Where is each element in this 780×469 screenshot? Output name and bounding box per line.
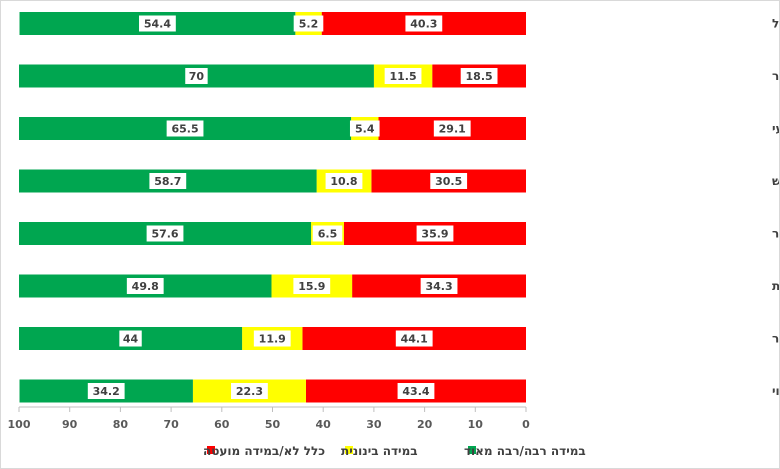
legend-label-0: כלל לא/במידה מועטה [203,444,325,458]
data-label-medium-5: 15.9 [298,280,325,293]
legend-swatch-1 [345,446,353,454]
x-axis-ticks: 100 90 80 70 60 50 40 30 20 10 0 [8,407,530,431]
data-label-box [185,68,208,84]
category-label-0: אני מרוצה מתוצאות הטיפול [772,17,780,31]
x-tick-label: 40 [316,418,332,431]
data-label-box [349,120,380,137]
legend-swatch-2 [468,446,476,454]
category-label-2: הליך קבלת התלונה היה מקצועי [772,122,780,136]
data-label-low-6: 44.1 [401,333,428,346]
data-label-box [420,278,458,294]
data-label-box [293,278,331,294]
category-label-6: משך הבירור היה סביר [772,332,780,346]
data-label-box [166,120,204,137]
x-tick-label: 20 [417,418,433,431]
data-label-box [312,225,343,242]
data-label-box [139,15,176,32]
data-label-box [397,383,435,399]
data-label-low-2: 29.1 [439,123,466,136]
x-tick-label: 100 [8,418,31,431]
data-label-medium-0: 5.2 [299,18,319,31]
x-tick-label: 80 [113,418,129,431]
data-label-box [325,173,363,189]
category-label-5: אמליץ למישהו/י אחר/ת באותו מצב לפנות לנצ… [772,279,780,293]
data-label-low-7: 43.4 [402,385,429,398]
data-label-box [87,383,125,399]
x-tick-label: 10 [468,418,484,431]
data-label-high-6: 44 [123,333,139,346]
x-tick-label: 0 [522,418,530,431]
data-label-low-4: 35.9 [421,228,448,241]
data-label-box [149,173,187,189]
data-label-box [395,330,433,347]
data-label-high-1: 70 [189,70,205,83]
data-label-medium-4: 6.5 [318,228,338,241]
category-labels: אני מרוצה מתוצאות הטיפול הנציבה הייתה נגי… [772,17,780,399]
x-tick-label: 50 [265,418,281,431]
legend-label-1: במידה בינונית [341,444,418,458]
data-label-box [430,173,468,189]
data-label-low-5: 34.3 [425,280,452,293]
data-label-box [293,15,324,32]
data-label-low-0: 40.3 [410,18,437,31]
category-label-7: הוצעו לי עזרה וליווי [772,384,780,398]
data-label-medium-2: 5.4 [355,123,375,136]
data-label-high-2: 65.5 [171,123,198,136]
legend-label-2: במידה רבה/רבה מאוד [464,444,586,458]
data-label-box [405,15,443,32]
x-tick-label: 60 [214,418,230,431]
legend: במידה רבה/רבה מאוד במידה בינונית כלל לא/במ… [203,444,586,458]
category-label-4: הסבירו לי את תהליך הבירור [772,227,780,241]
data-label-high-4: 57.6 [151,228,178,241]
data-label-box [146,225,184,242]
data-label-low-1: 18.5 [466,70,493,83]
data-label-high-0: 54.4 [144,18,171,31]
data-label-box [231,383,268,399]
data-label-box [433,120,471,137]
data-label-high-3: 58.7 [154,175,181,188]
x-tick-label: 90 [62,418,78,431]
category-label-1: הנציבה הייתה נגישה בזמן סביר [772,69,780,83]
data-label-high-5: 49.8 [132,280,159,293]
data-label-medium-3: 10.8 [330,175,357,188]
category-label-3: הליך קבלת התלונה היה רגיש [772,174,780,188]
data-label-box [416,225,454,242]
x-tick-label: 70 [163,418,179,431]
data-labels-group: 40.3 5.2 54.4 18.5 11.5 70 29.1 5.4 65.5 30.5 10.8… [87,15,498,399]
legend-swatch-0 [207,446,215,454]
data-label-box [253,330,291,347]
data-label-box [119,330,142,347]
data-label-box [126,278,164,294]
data-label-high-7: 34.2 [93,385,120,398]
data-label-medium-1: 11.5 [389,70,416,83]
data-label-medium-6: 11.9 [259,333,286,346]
data-label-box [460,68,498,84]
data-label-medium-7: 22.3 [236,385,263,398]
data-label-low-3: 30.5 [435,175,462,188]
data-label-box [384,68,422,84]
x-tick-label: 30 [366,418,382,431]
